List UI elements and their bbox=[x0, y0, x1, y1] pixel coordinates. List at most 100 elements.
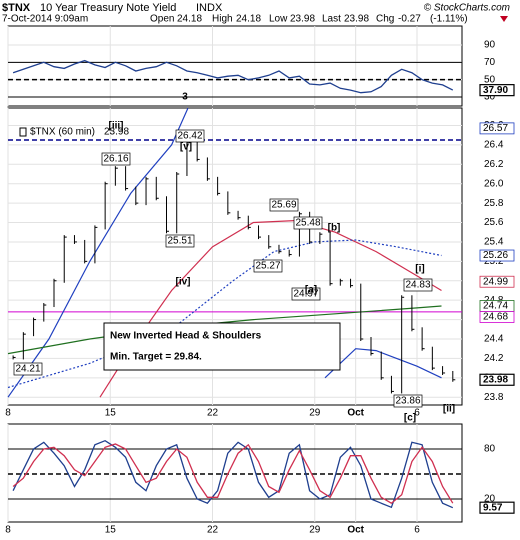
high-label: High bbox=[212, 14, 233, 25]
security-name: 10 Year Treasury Note Yield bbox=[40, 2, 176, 14]
value-badge-text: 26.57 bbox=[483, 123, 508, 134]
legend-swatch bbox=[19, 127, 27, 137]
annotation-box bbox=[101, 152, 131, 166]
x-tick-label: 29 bbox=[309, 525, 321, 536]
annotation-box bbox=[13, 362, 43, 376]
wave-annotation: 24.21 bbox=[15, 364, 40, 375]
annotation-box bbox=[175, 129, 205, 143]
y-tick-label: 26.0 bbox=[484, 178, 504, 189]
open-value: 24.18 bbox=[177, 14, 202, 25]
x-tick-label: 8 bbox=[5, 408, 11, 419]
wave-annotation: 24.83 bbox=[405, 280, 430, 291]
wave-annotation: [v] bbox=[180, 142, 192, 153]
credit: © StockCharts.com bbox=[424, 3, 510, 14]
value-badge bbox=[479, 311, 515, 323]
legend-label: $TNX (60 min) bbox=[30, 127, 95, 138]
y-tick-label: 90 bbox=[484, 40, 496, 51]
annotation-box bbox=[393, 394, 423, 408]
wave-annotation: 26.16 bbox=[103, 154, 128, 165]
moving-average bbox=[7, 107, 442, 398]
value-badge bbox=[479, 373, 515, 386]
y-tick-label: 26.4 bbox=[484, 140, 504, 151]
annotation-box bbox=[165, 234, 195, 248]
wave-annotation: [i] bbox=[415, 264, 424, 275]
value-badge bbox=[479, 122, 515, 135]
value-badge bbox=[479, 501, 515, 514]
value-badge-text: 24.74 bbox=[483, 301, 508, 312]
moving-average bbox=[7, 239, 442, 389]
low-value: 23.98 bbox=[290, 14, 315, 25]
x-tick-label: 6 bbox=[414, 408, 420, 419]
x-tick-label: 15 bbox=[105, 525, 117, 536]
wave-annotation: 25.48 bbox=[295, 218, 320, 229]
x-tick-label: Oct bbox=[347, 408, 364, 419]
y-tick-label: 23.8 bbox=[484, 392, 504, 403]
note-text: New Inverted Head & Shoulders bbox=[110, 331, 262, 342]
last-label: Last bbox=[322, 14, 341, 25]
value-badge bbox=[479, 84, 515, 97]
x-tick-label: Oct bbox=[347, 525, 364, 536]
x-tick-label: 6 bbox=[414, 525, 420, 536]
wave-annotation: 25.27 bbox=[255, 261, 280, 272]
y-tick-label: 50 bbox=[484, 74, 496, 85]
panel-frame bbox=[7, 423, 463, 523]
y-tick-label: 26.2 bbox=[484, 159, 504, 170]
legend-value: 23.98 bbox=[104, 127, 129, 138]
wave-annotation: 3 bbox=[182, 92, 188, 103]
x-tick-label: 8 bbox=[5, 525, 11, 536]
symbol: $TNX bbox=[2, 2, 31, 14]
y-tick-label: 24.2 bbox=[484, 353, 504, 364]
high-value: 24.18 bbox=[236, 14, 261, 25]
chg-value: -0.27 bbox=[398, 14, 421, 25]
wave-annotation: 25.69 bbox=[271, 200, 296, 211]
y-tick-label: 30 bbox=[484, 92, 496, 103]
exchange: INDX bbox=[196, 2, 223, 14]
annotation-box bbox=[253, 259, 283, 273]
chg-pct: (-1.11%) bbox=[430, 14, 468, 25]
wave-annotation: 25.51 bbox=[167, 236, 192, 247]
low-label: Low bbox=[269, 14, 288, 25]
x-tick-label: 22 bbox=[207, 525, 219, 536]
wave-annotation: [iv] bbox=[176, 277, 191, 288]
annotation-box bbox=[293, 216, 323, 230]
wave-annotation: [c] bbox=[404, 413, 416, 424]
x-tick-label: 15 bbox=[105, 408, 117, 419]
x-tick-label: 22 bbox=[207, 408, 219, 419]
y-tick-label: 25.8 bbox=[484, 198, 504, 209]
moving-average bbox=[7, 305, 442, 355]
note-text: Min. Target = 29.84. bbox=[110, 352, 202, 363]
wave-annotation: [ii] bbox=[443, 404, 455, 415]
wave-annotation: 23.86 bbox=[395, 396, 420, 407]
x-tick-label: 29 bbox=[309, 408, 321, 419]
datetime: 7-Oct-2014 9:09am bbox=[2, 14, 88, 25]
wave-annotation: 24.97 bbox=[293, 289, 318, 300]
y-tick-label: 80 bbox=[484, 444, 496, 455]
value-badge bbox=[479, 249, 515, 262]
value-badge-text: 9.57 bbox=[483, 502, 503, 513]
value-badge-text: 25.26 bbox=[483, 250, 508, 261]
annotation-box bbox=[269, 198, 299, 212]
wave-annotation: [a] bbox=[305, 285, 317, 296]
wave-annotation: 26.42 bbox=[177, 131, 202, 142]
moving-average bbox=[99, 219, 442, 398]
wave-annotation: [b] bbox=[328, 223, 341, 234]
annotation-box bbox=[291, 287, 321, 301]
y-tick-label: 24.4 bbox=[484, 334, 504, 345]
value-badge-text: 24.99 bbox=[483, 276, 508, 287]
chg-label: Chg bbox=[376, 14, 394, 25]
note-box bbox=[103, 322, 341, 371]
down-arrow bbox=[500, 16, 508, 22]
value-badge-text: 24.68 bbox=[483, 312, 508, 323]
last-value: 23.98 bbox=[344, 14, 369, 25]
y-tick-label: 25.6 bbox=[484, 217, 504, 228]
y-tick-label: 70 bbox=[484, 57, 496, 68]
y-tick-label: 25.4 bbox=[484, 237, 504, 248]
value-badge-text: 23.98 bbox=[483, 374, 508, 385]
indicator-line bbox=[12, 439, 454, 509]
annotation-box bbox=[403, 278, 433, 292]
open-label: Open bbox=[150, 14, 174, 25]
indicator-line bbox=[12, 443, 454, 504]
